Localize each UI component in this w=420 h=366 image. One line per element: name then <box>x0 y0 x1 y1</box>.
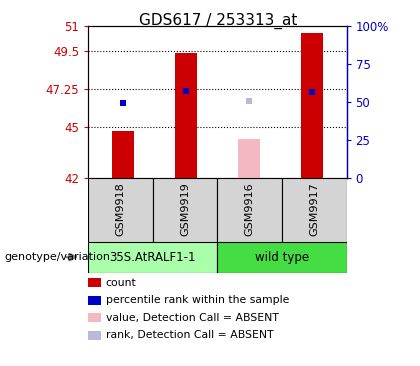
Bar <box>175 53 197 178</box>
Text: wild type: wild type <box>255 251 309 264</box>
Text: 35S.AtRALF1-1: 35S.AtRALF1-1 <box>110 251 196 264</box>
Bar <box>112 131 134 178</box>
Bar <box>282 178 346 242</box>
Text: GDS617 / 253313_at: GDS617 / 253313_at <box>139 13 298 29</box>
Text: GSM9919: GSM9919 <box>180 183 190 236</box>
Text: rank, Detection Call = ABSENT: rank, Detection Call = ABSENT <box>106 330 273 340</box>
Bar <box>88 242 218 273</box>
Bar <box>218 178 282 242</box>
Text: GSM9918: GSM9918 <box>116 183 126 236</box>
Text: value, Detection Call = ABSENT: value, Detection Call = ABSENT <box>106 313 279 323</box>
Bar <box>301 33 323 178</box>
Bar <box>88 178 153 242</box>
Text: percentile rank within the sample: percentile rank within the sample <box>106 295 289 305</box>
Text: GSM9917: GSM9917 <box>309 183 319 236</box>
Text: genotype/variation: genotype/variation <box>4 252 110 262</box>
Text: GSM9916: GSM9916 <box>244 183 255 236</box>
Bar <box>153 178 218 242</box>
Bar <box>218 242 346 273</box>
Bar <box>238 139 260 178</box>
Text: count: count <box>106 278 136 288</box>
